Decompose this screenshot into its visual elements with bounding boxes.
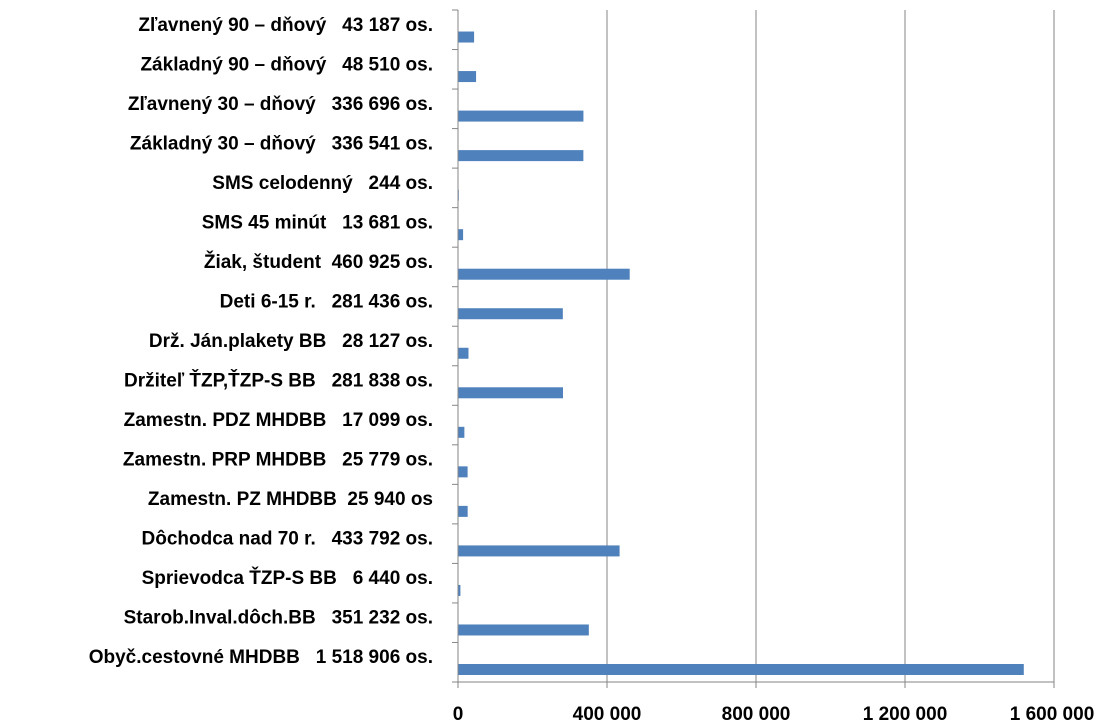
bar bbox=[458, 229, 464, 241]
category-label: Základný 30 – dňový 336 541 os. bbox=[130, 133, 433, 154]
bar bbox=[458, 664, 1024, 675]
category-label: Zamestn. PDZ MHDBB 17 099 os. bbox=[124, 410, 433, 431]
bar bbox=[458, 150, 584, 162]
category-label: Zľavnený 90 – dňový 43 187 os. bbox=[138, 15, 433, 36]
gridlines bbox=[606, 10, 1055, 682]
bars bbox=[458, 31, 1024, 675]
x-tick-label: 0 bbox=[453, 704, 464, 725]
bar bbox=[458, 466, 468, 478]
bar bbox=[458, 71, 477, 83]
bar bbox=[458, 505, 468, 517]
bar bbox=[458, 387, 563, 399]
category-label: SMS celodenný 244 os. bbox=[212, 173, 433, 194]
axes bbox=[452, 9, 1055, 688]
bar bbox=[458, 584, 461, 596]
x-tick-label: 1 200 000 bbox=[863, 704, 948, 725]
bar bbox=[458, 545, 620, 557]
bar bbox=[458, 110, 584, 122]
category-labels: Obyč.cestovné MHDBB 1 518 906 os. Starob.… bbox=[89, 15, 433, 668]
bar bbox=[458, 347, 469, 359]
category-label: Zľavnený 30 – dňový 336 696 os. bbox=[128, 94, 433, 115]
x-tick-label: 400 000 bbox=[573, 704, 642, 725]
x-tick-label: 800 000 bbox=[722, 704, 791, 725]
category-label: Zamestn. PRP MHDBB 25 779 os. bbox=[123, 450, 433, 471]
category-label: Základný 90 – dňový 48 510 os. bbox=[140, 54, 433, 75]
bar bbox=[458, 268, 630, 280]
category-label: Držiteľ ŤZP,ŤZP-S BB 281 838 os. bbox=[124, 370, 433, 392]
category-label: Deti 6-15 r. 281 436 os. bbox=[220, 291, 433, 312]
category-label: Starob.Inval.dôch.BB 351 232 os. bbox=[124, 608, 433, 629]
bar bbox=[458, 624, 589, 636]
category-label: Drž. Ján.plakety BB 28 127 os. bbox=[149, 331, 433, 352]
category-label: Sprievodca ŤZP-S BB 6 440 os. bbox=[142, 567, 433, 589]
x-tick-labels: 0 400 000 800 000 1 200 000 1 600 000 bbox=[453, 704, 1095, 725]
x-tick-label: 1 600 000 bbox=[1010, 704, 1095, 725]
bar bbox=[458, 308, 563, 320]
category-label: Dôchodca nad 70 r. 433 792 os. bbox=[142, 529, 433, 550]
bar bbox=[458, 31, 475, 43]
category-label: SMS 45 minút 13 681 os. bbox=[202, 212, 433, 233]
category-label: Žiak, študent 460 925 os. bbox=[204, 251, 433, 273]
category-label: Zamestn. PZ MHDBB 25 940 os bbox=[148, 489, 433, 510]
category-label: Obyč.cestovné MHDBB 1 518 906 os. bbox=[89, 647, 433, 668]
bar bbox=[458, 426, 465, 438]
